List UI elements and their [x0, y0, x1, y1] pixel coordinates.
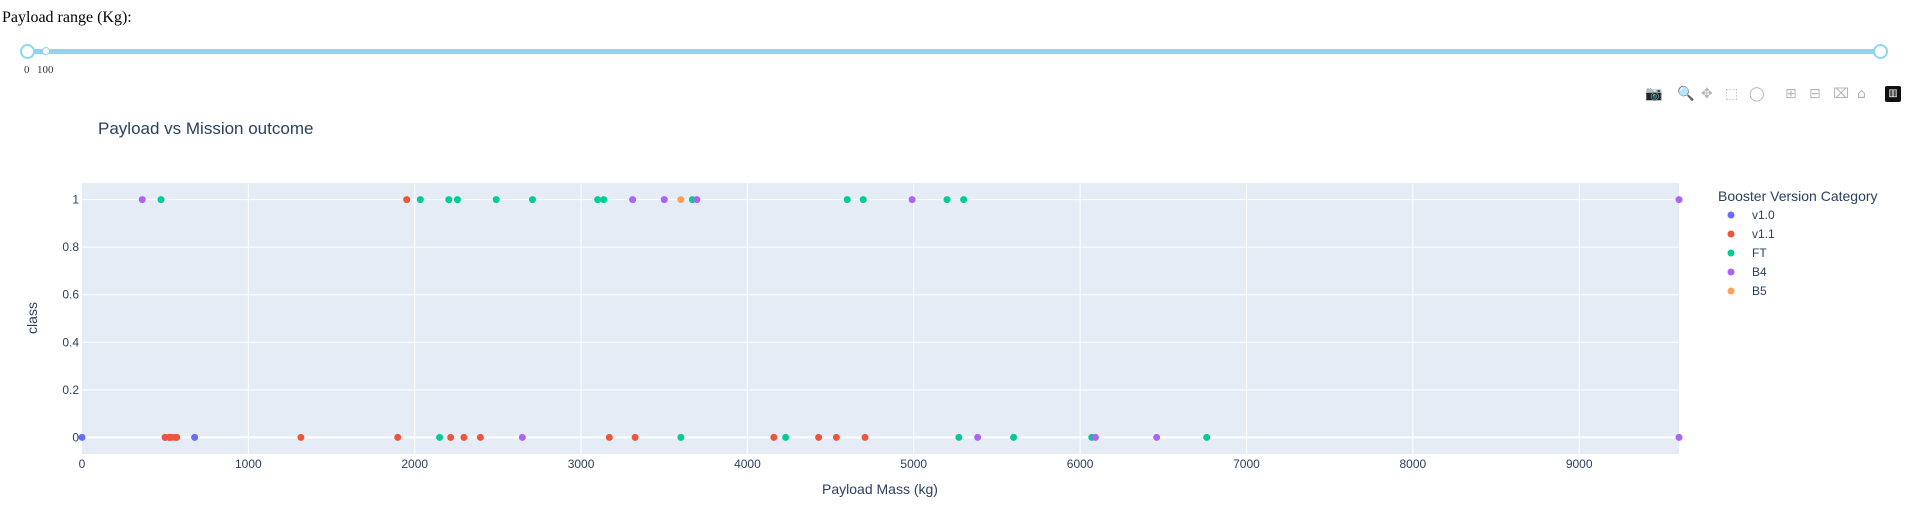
zoom-out-icon[interactable]: ⊟	[1809, 86, 1821, 102]
y-tick-label: 0.6	[62, 288, 79, 302]
data-point-FT[interactable]	[416, 196, 424, 204]
slider-max-handle[interactable]	[1873, 44, 1888, 59]
data-point-FT[interactable]	[600, 196, 608, 204]
data-point-FT[interactable]	[843, 196, 851, 204]
zoom-icon[interactable]: 🔍	[1677, 86, 1695, 102]
data-point-v1.1[interactable]	[403, 196, 411, 204]
legend-title: Booster Version Category	[1718, 188, 1878, 204]
data-point-FT[interactable]	[960, 196, 968, 204]
y-tick-label: 0.4	[62, 335, 79, 349]
x-tick-label: 6000	[1067, 457, 1094, 471]
slider-min-handle[interactable]	[20, 44, 35, 59]
x-axis-label: Payload Mass (kg)	[822, 481, 938, 497]
data-point-B5[interactable]	[677, 196, 685, 204]
payload-range-slider[interactable]: 0 100	[0, 38, 1908, 78]
legend-item-v1.0[interactable]: v1.0	[1752, 208, 1775, 222]
data-point-v1.1[interactable]	[832, 433, 840, 441]
box-select-icon[interactable]: ⬚	[1725, 86, 1739, 102]
legend-marker-B5[interactable]	[1727, 287, 1735, 295]
data-point-v1.0[interactable]	[78, 433, 86, 441]
slider-mark-0: 0	[24, 64, 30, 76]
data-point-FT[interactable]	[492, 196, 500, 204]
data-point-FT[interactable]	[445, 196, 453, 204]
legend-marker-v1.0[interactable]	[1727, 211, 1735, 219]
y-tick-label: 0.2	[62, 383, 79, 397]
data-point-FT[interactable]	[955, 433, 963, 441]
slider-label: Payload range (Kg):	[2, 9, 132, 26]
data-point-B4[interactable]	[693, 196, 701, 204]
data-point-FT[interactable]	[594, 196, 602, 204]
reset-axes-icon[interactable]: ⌂	[1857, 86, 1866, 102]
data-point-B4[interactable]	[518, 433, 526, 441]
y-tick-label: 0.8	[62, 240, 79, 254]
x-tick-label: 4000	[734, 457, 761, 471]
legend-item-B4[interactable]: B4	[1752, 265, 1767, 279]
data-point-v1.1[interactable]	[394, 433, 402, 441]
data-point-B4[interactable]	[138, 196, 146, 204]
plot-area[interactable]	[82, 183, 1679, 454]
data-point-FT[interactable]	[1010, 433, 1018, 441]
data-point-v1.1[interactable]	[815, 433, 823, 441]
data-point-FT[interactable]	[782, 433, 790, 441]
legend-marker-v1.1[interactable]	[1727, 230, 1735, 238]
legend-item-FT[interactable]: FT	[1752, 246, 1767, 260]
data-point-FT[interactable]	[943, 196, 951, 204]
pan-icon[interactable]: ✥	[1701, 86, 1713, 102]
x-tick-label: 7000	[1233, 457, 1260, 471]
y-axis-label: class	[24, 302, 40, 334]
data-point-v1.0[interactable]	[191, 433, 199, 441]
data-point-v1.1[interactable]	[605, 433, 613, 441]
x-tick-label: 1000	[235, 457, 262, 471]
chart-title: Payload vs Mission outcome	[98, 119, 313, 138]
legend-marker-FT[interactable]	[1727, 249, 1735, 257]
data-point-FT[interactable]	[1203, 433, 1211, 441]
data-point-v1.1[interactable]	[861, 433, 869, 441]
slider-mark-handle[interactable]	[42, 47, 50, 55]
data-point-B4[interactable]	[908, 196, 916, 204]
data-point-B4[interactable]	[974, 433, 982, 441]
legend: Booster Version Category v1.0 v1.1 FT B4 B5	[1718, 188, 1878, 298]
data-point-B4[interactable]	[1153, 433, 1161, 441]
data-point-v1.1[interactable]	[447, 433, 455, 441]
legend-item-B5[interactable]: B5	[1752, 284, 1767, 298]
legend-marker-B4[interactable]	[1727, 268, 1735, 276]
zoom-in-icon[interactable]: ⊞	[1785, 86, 1797, 102]
autoscale-icon[interactable]: ⌧	[1833, 86, 1850, 102]
data-point-FT[interactable]	[528, 196, 536, 204]
data-point-B4[interactable]	[1091, 433, 1099, 441]
data-point-v1.1[interactable]	[770, 433, 778, 441]
data-point-v1.1[interactable]	[460, 433, 468, 441]
y-tick-label: 0	[72, 430, 79, 444]
x-tick-label: 2000	[401, 457, 428, 471]
data-point-B4[interactable]	[1675, 196, 1683, 204]
x-tick-label: 9000	[1566, 457, 1593, 471]
x-tick-label: 5000	[900, 457, 927, 471]
data-point-v1.1[interactable]	[171, 433, 179, 441]
x-tick-label: 8000	[1399, 457, 1426, 471]
data-point-B4[interactable]	[629, 196, 637, 204]
slider-mark-100: 100	[37, 64, 54, 76]
plotly-logo-icon[interactable]: ▥	[1885, 86, 1901, 102]
data-point-v1.1[interactable]	[297, 433, 305, 441]
data-point-FT[interactable]	[157, 196, 165, 204]
camera-icon[interactable]: 📷	[1645, 86, 1663, 102]
x-tick-label: 0	[79, 457, 86, 471]
slider-track[interactable]	[27, 49, 1881, 54]
legend-item-v1.1[interactable]: v1.1	[1752, 227, 1775, 241]
data-point-FT[interactable]	[453, 196, 461, 204]
y-tick-label: 1	[72, 193, 79, 207]
data-point-FT[interactable]	[436, 433, 444, 441]
data-point-B4[interactable]	[1675, 433, 1683, 441]
data-point-FT[interactable]	[677, 433, 685, 441]
data-point-FT[interactable]	[859, 196, 867, 204]
x-tick-label: 3000	[568, 457, 595, 471]
data-point-v1.1[interactable]	[476, 433, 484, 441]
data-point-v1.1[interactable]	[631, 433, 639, 441]
lasso-icon[interactable]: ◯	[1749, 86, 1765, 102]
data-point-B4[interactable]	[660, 196, 668, 204]
